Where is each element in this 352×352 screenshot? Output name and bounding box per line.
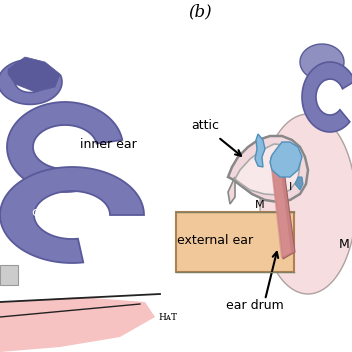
- Text: cochlea: cochlea: [31, 206, 79, 219]
- Polygon shape: [271, 155, 295, 259]
- Bar: [0, 265, 18, 285]
- Text: M: M: [255, 200, 265, 210]
- Polygon shape: [228, 136, 308, 202]
- Text: inner ear: inner ear: [80, 138, 137, 151]
- Polygon shape: [270, 142, 302, 177]
- Text: (b): (b): [188, 4, 212, 20]
- Polygon shape: [255, 134, 265, 167]
- Text: HᴀT: HᴀT: [158, 314, 177, 322]
- Polygon shape: [0, 167, 144, 263]
- Polygon shape: [228, 177, 235, 204]
- Text: ear drum: ear drum: [226, 299, 284, 312]
- Text: M: M: [339, 239, 350, 251]
- Polygon shape: [302, 62, 352, 132]
- Polygon shape: [260, 114, 352, 294]
- Text: I: I: [288, 182, 291, 192]
- Text: external ear: external ear: [177, 233, 253, 246]
- Polygon shape: [0, 59, 62, 105]
- Polygon shape: [8, 57, 60, 92]
- Polygon shape: [300, 44, 344, 80]
- Polygon shape: [270, 157, 291, 258]
- Polygon shape: [0, 297, 155, 352]
- Polygon shape: [295, 177, 303, 190]
- Polygon shape: [7, 102, 122, 192]
- Bar: [176, 212, 294, 272]
- Text: attic: attic: [191, 119, 219, 132]
- Polygon shape: [235, 144, 300, 195]
